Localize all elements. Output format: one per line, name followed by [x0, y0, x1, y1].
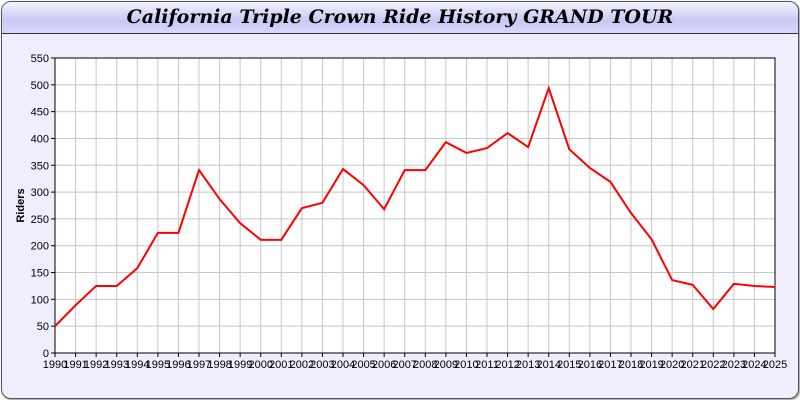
y-tick-label: 200: [31, 241, 49, 253]
y-tick-label: 500: [31, 80, 49, 92]
x-tick-label: 2005: [351, 359, 375, 371]
y-tick-label: 300: [31, 187, 49, 199]
x-tick-label: 2014: [536, 359, 560, 371]
x-tick-label: 2015: [557, 359, 581, 371]
series-line: [54, 84, 776, 327]
x-tick-label: 2017: [598, 359, 622, 371]
x-tick-label: 1999: [228, 359, 252, 371]
y-tick-label: 450: [31, 107, 49, 119]
x-tick-label: 1998: [207, 359, 231, 371]
x-tick-label: 2010: [454, 359, 478, 371]
x-tick-label: 2022: [701, 359, 725, 371]
x-tick-label: 1991: [63, 359, 87, 371]
chart-title: California Triple Crown Ride History GRA…: [126, 6, 674, 28]
x-tick-label: 1990: [43, 359, 67, 371]
x-tick-label: 1995: [146, 359, 170, 371]
x-tick-label: 2002: [290, 359, 314, 371]
x-tick-label: 2024: [742, 359, 766, 371]
x-tick-label: 2001: [269, 359, 293, 371]
y-tick-label: 550: [31, 53, 49, 65]
x-tick-label: 2011: [475, 359, 499, 371]
x-tick-label: 1996: [166, 359, 190, 371]
x-tick-label: 2019: [639, 359, 663, 371]
title-bar: California Triple Crown Ride History GRA…: [2, 2, 798, 34]
x-tick-label: 2003: [310, 359, 334, 371]
x-tick-label: 2000: [248, 359, 272, 371]
y-tick-label: 350: [31, 160, 49, 172]
x-tick-label: 2020: [660, 359, 684, 371]
x-tick-label: 2006: [372, 359, 396, 371]
y-tick-label: 50: [37, 321, 49, 333]
plot-area: [55, 58, 775, 353]
x-tick-label: 2023: [722, 359, 746, 371]
x-tick-label: 2013: [516, 359, 540, 371]
x-tick-label: 2025: [763, 359, 787, 371]
x-tick-label: 2007: [392, 359, 416, 371]
x-tick-label: 2009: [434, 359, 458, 371]
x-tick-label: 2004: [331, 359, 355, 371]
plot-border: [54, 57, 776, 354]
x-tick-label: 2008: [413, 359, 437, 371]
x-tick-label: 1993: [104, 359, 128, 371]
y-tick-label: 0: [43, 348, 49, 360]
x-tick-label: 1992: [84, 359, 108, 371]
y-tick-label: 250: [31, 214, 49, 226]
x-tick-label: 2012: [495, 359, 519, 371]
x-tick-label: 2021: [680, 359, 704, 371]
y-tick-label: 400: [31, 133, 49, 145]
x-tick-label: 2018: [619, 359, 643, 371]
x-tick-label: 1994: [125, 359, 149, 371]
y-axis-label: Riders: [15, 188, 27, 222]
y-tick-label: 150: [31, 268, 49, 280]
x-tick-label: 2016: [578, 359, 602, 371]
y-tick-label: 100: [31, 294, 49, 306]
x-tick-label: 1997: [187, 359, 211, 371]
